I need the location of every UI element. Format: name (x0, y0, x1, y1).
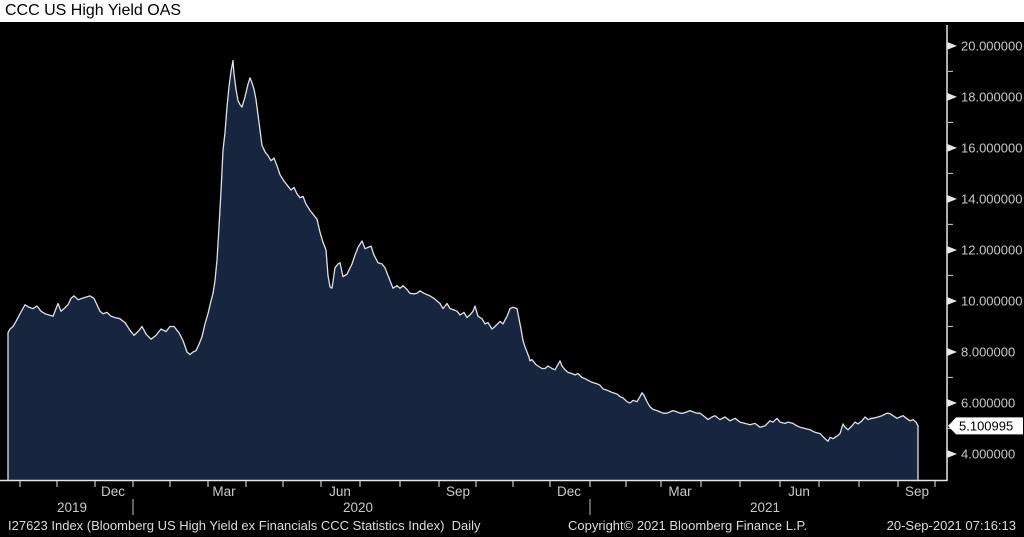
y-major-tick-arrow (947, 245, 957, 254)
x-quarter-label: Jun (788, 484, 810, 499)
x-quarter-label: Mar (668, 484, 692, 499)
y-major-tick-arrow (947, 296, 957, 305)
y-major-tick-arrow (947, 347, 957, 356)
x-quarter-label: Sep (446, 484, 470, 499)
y-tick-label: 8.000000 (961, 344, 1015, 359)
y-tick-label: 10.000000 (961, 293, 1022, 308)
x-year-label: 2020 (343, 500, 373, 515)
copyright-text: Copyright© 2021 Bloomberg Finance L.P. (568, 518, 808, 533)
x-year-label: 2021 (750, 500, 780, 515)
y-tick-label: 18.000000 (961, 89, 1022, 104)
x-quarter-label: Jun (329, 484, 351, 499)
title-bar: CCC US High Yield OAS (0, 0, 1024, 22)
y-tick-label: 16.000000 (961, 140, 1022, 155)
y-major-tick-arrow (947, 143, 957, 152)
y-major-tick-arrow (947, 41, 957, 50)
y-major-tick-arrow (947, 92, 957, 101)
x-quarter-label: Dec (101, 484, 125, 499)
x-quarter-label: Mar (212, 484, 236, 499)
timestamp: 20-Sep-2021 07:16:13 (886, 518, 1016, 533)
last-price-label: 5.100995 (959, 418, 1013, 433)
status-bar: I27623 Index (Bloomberg US High Yield ex… (0, 516, 1024, 537)
x-year-label: 2019 (57, 500, 87, 515)
y-tick-label: 4.000000 (961, 446, 1015, 461)
x-quarter-label: Sep (905, 484, 929, 499)
page-title: CCC US High Yield OAS (5, 2, 182, 19)
oas-price-line (7, 59, 919, 480)
oas-area-fill (8, 60, 918, 480)
y-tick-label: 14.000000 (961, 191, 1022, 206)
y-tick-label: 12.000000 (961, 242, 1022, 257)
y-tick-label: 6.000000 (961, 395, 1015, 410)
y-major-tick-arrow (947, 398, 957, 407)
y-major-tick-arrow (947, 449, 957, 458)
security-description: I27623 Index (Bloomberg US High Yield ex… (8, 518, 481, 533)
y-major-tick-arrow (947, 194, 957, 203)
y-tick-label: 20.000000 (961, 38, 1022, 53)
x-quarter-label: Dec (557, 484, 581, 499)
last-price-tag (948, 417, 1023, 435)
